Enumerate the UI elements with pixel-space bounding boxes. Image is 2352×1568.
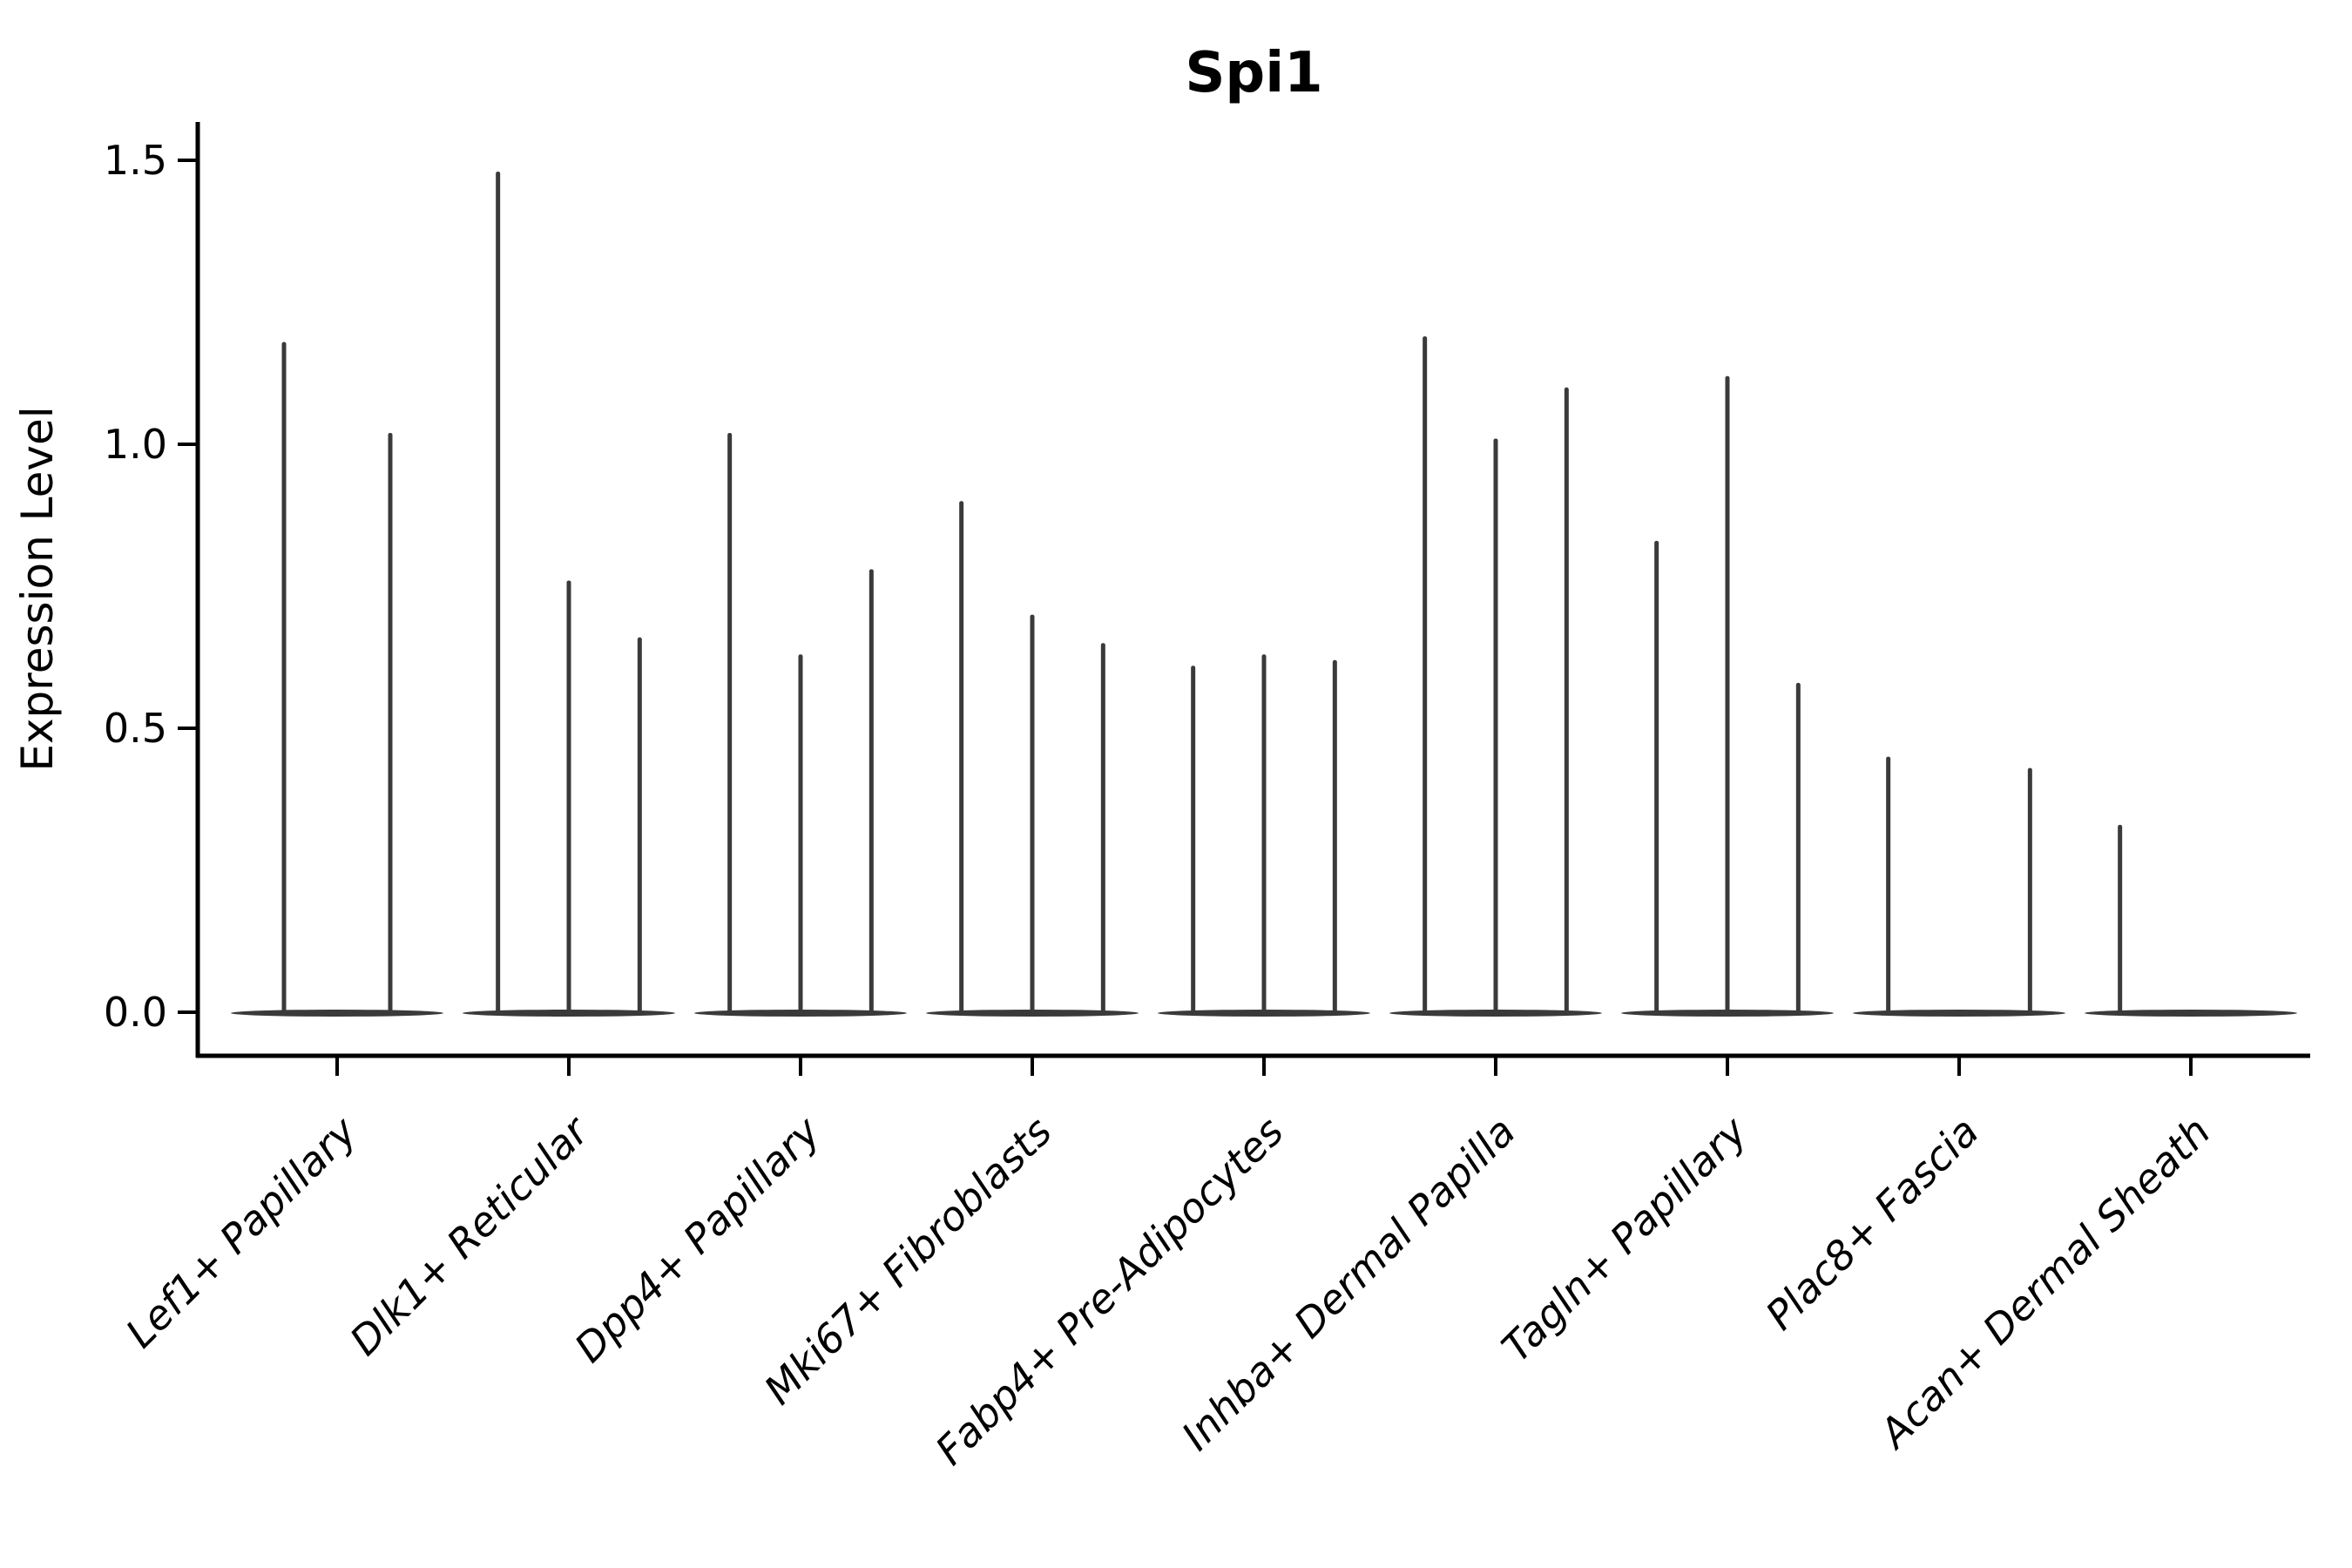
y-tick-label: 0.0 — [104, 989, 167, 1036]
violin-spike — [1493, 438, 1498, 1017]
violin-spike — [1191, 666, 1196, 1016]
violin-group — [231, 341, 443, 1017]
violin-spike — [1261, 654, 1267, 1016]
violin-group — [1853, 756, 2065, 1017]
violin-spike — [1654, 540, 1659, 1016]
violin-group — [1621, 375, 1834, 1017]
violin-base — [2085, 1010, 2297, 1017]
violin-spike — [959, 501, 964, 1016]
violin-spike — [496, 172, 501, 1017]
violin-group — [1158, 654, 1370, 1017]
violin-spike — [566, 580, 571, 1016]
y-axis-label: Expression Level — [12, 406, 63, 771]
violin-spike — [1030, 614, 1035, 1016]
violin-spike — [1332, 659, 1337, 1016]
violin-group — [463, 172, 675, 1017]
chart-title: Spi1 — [1185, 41, 1322, 105]
violin-spike — [2118, 824, 2123, 1016]
violin-spike — [798, 654, 803, 1016]
violin-group — [2085, 824, 2297, 1017]
violin-spike — [1886, 756, 1891, 1016]
violin-group — [694, 432, 907, 1017]
violin-spike — [1725, 375, 1730, 1016]
violin-spike — [868, 569, 874, 1016]
y-tick-label: 1.0 — [104, 421, 167, 468]
violin-spike — [2027, 767, 2032, 1016]
violin-spike — [281, 341, 287, 1016]
violin-spike — [1423, 336, 1428, 1016]
violin-spike — [727, 432, 733, 1017]
x-tick-label: Lef1+ Papillary — [117, 1107, 366, 1356]
violin-base — [231, 1010, 443, 1017]
y-tick-label: 0.5 — [104, 705, 167, 752]
x-tick-label: Dpp4+ Papillary — [565, 1107, 829, 1371]
x-tick-label: Plac8+ Fascia — [1756, 1108, 1987, 1339]
violin-spike — [1100, 643, 1105, 1016]
y-tick-label: 1.5 — [104, 137, 167, 184]
violin-spike — [388, 432, 393, 1017]
violin-group — [1389, 336, 1602, 1017]
violin-group — [926, 501, 1139, 1017]
x-tick-label: Tagln+ Papillary — [1492, 1107, 1756, 1371]
x-tick-label: Dlk1+ Reticular — [341, 1105, 599, 1364]
violin-spike — [1564, 387, 1569, 1016]
violin-spike — [1795, 682, 1801, 1016]
violin-base — [1853, 1010, 2065, 1017]
violin-spike — [637, 637, 642, 1016]
